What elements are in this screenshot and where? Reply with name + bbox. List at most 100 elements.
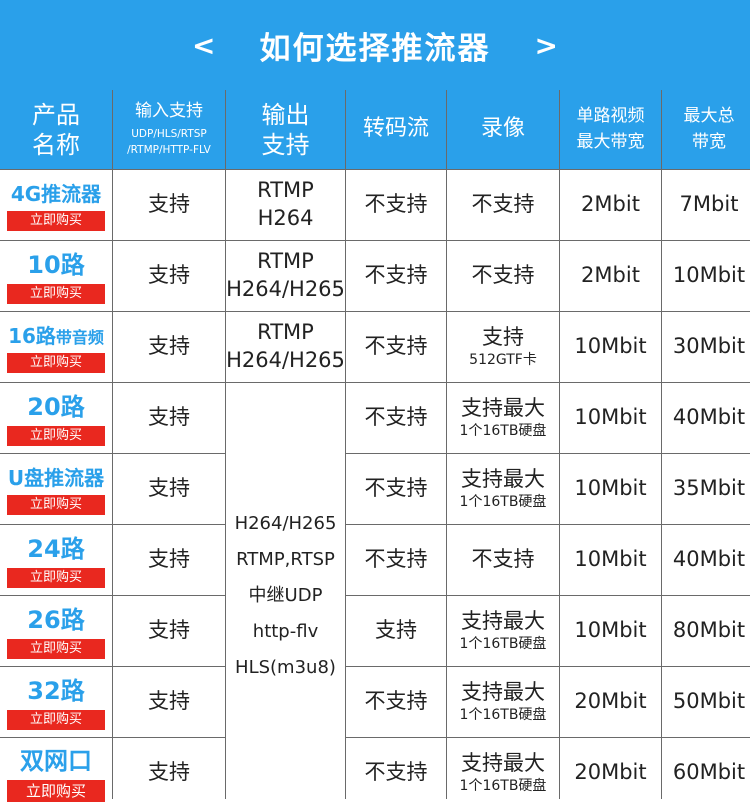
total-bandwidth-cell: 7Mbit xyxy=(662,170,750,240)
transcode-cell: 不支持 xyxy=(346,383,446,453)
header-single-bandwidth: 单路视频 最大带宽 xyxy=(560,90,661,169)
record-cell: 不支持 xyxy=(447,241,559,311)
header-text: 单路视频 xyxy=(576,106,645,126)
record-text: 支持最大 xyxy=(461,467,545,491)
total-bandwidth-cell: 50Mbit xyxy=(662,667,750,737)
buy-now-button[interactable]: 立即购买 xyxy=(6,210,106,232)
total-bandwidth-cell: 30Mbit xyxy=(662,312,750,382)
total-bandwidth-cell: 60Mbit xyxy=(662,738,750,808)
header-transcode: 转码流 xyxy=(346,90,446,169)
record-cell: 不支持 xyxy=(447,170,559,240)
total-bandwidth-cell: 40Mbit xyxy=(662,383,750,453)
input-support-cell: 支持 xyxy=(113,383,225,453)
product-name: 4G推流器 xyxy=(10,182,102,206)
record-cell: 支持最大 1个16TB硬盘 xyxy=(447,383,559,453)
record-detail: 512GTF卡 xyxy=(469,352,537,369)
product-cell: 10路 立即购买 xyxy=(0,241,112,311)
output-line: RTMP xyxy=(257,249,314,274)
product-name: 双网口 xyxy=(20,746,92,775)
total-bandwidth-cell: 40Mbit xyxy=(662,525,750,595)
header-input-support: 输入支持 UDP/HLS/RTSP /RTMP/HTTP-FLV xyxy=(113,90,225,169)
single-bandwidth-cell: 2Mbit xyxy=(560,170,661,240)
record-text: 不支持 xyxy=(471,263,535,288)
product-name: 10路 xyxy=(27,250,85,279)
transcode-cell: 不支持 xyxy=(346,667,446,737)
output-line: RTMP xyxy=(257,178,314,203)
buy-now-button[interactable]: 立即购买 xyxy=(6,425,106,448)
title-banner: < 如何选择推流器 > xyxy=(0,0,750,90)
single-bandwidth-cell: 20Mbit xyxy=(560,667,661,737)
transcode-cell: 不支持 xyxy=(346,241,446,311)
record-cell: 不支持 xyxy=(447,525,559,595)
header-output-support: 输出 支持 xyxy=(226,90,345,169)
buy-now-button[interactable]: 立即购买 xyxy=(6,283,106,306)
header-subtext: UDP/HLS/RTSP /RTMP/HTTP-FLV xyxy=(127,127,211,157)
product-name: U盘推流器 xyxy=(7,466,105,490)
single-bandwidth-cell: 10Mbit xyxy=(560,596,661,666)
next-arrow-button[interactable]: > xyxy=(534,28,558,62)
record-text: 支持最大 xyxy=(461,609,545,633)
transcode-cell: 不支持 xyxy=(346,170,446,240)
single-bandwidth-cell: 20Mbit xyxy=(560,738,661,808)
buy-now-button[interactable]: 立即购买 xyxy=(6,638,106,661)
header-text: 带宽 xyxy=(692,131,726,152)
page-title: 如何选择推流器 xyxy=(259,30,491,67)
single-bandwidth-cell: 10Mbit xyxy=(560,454,661,524)
transcode-cell: 不支持 xyxy=(346,525,446,595)
buy-now-button[interactable]: 立即购买 xyxy=(6,567,106,590)
product-cell: 26路 立即购买 xyxy=(0,596,112,666)
merged-output-support-cell: H264/H265 RTMP,RTSP 中继UDP http-flv HLS(m… xyxy=(226,383,345,808)
input-support-cell: 支持 xyxy=(113,170,225,240)
total-bandwidth-cell: 35Mbit xyxy=(662,454,750,524)
input-support-cell: 支持 xyxy=(113,525,225,595)
record-text: 支持最大 xyxy=(461,751,545,775)
record-detail: 1个16TB硬盘 xyxy=(459,778,547,795)
record-cell: 支持最大 1个16TB硬盘 xyxy=(447,596,559,666)
input-support-cell: 支持 xyxy=(113,241,225,311)
product-cell: 20路 立即购买 xyxy=(0,383,112,453)
buy-now-button[interactable]: 立即购买 xyxy=(6,779,106,804)
product-name-suffix: 带音频 xyxy=(55,328,104,347)
record-detail: 1个16TB硬盘 xyxy=(459,707,547,724)
input-support-cell: 支持 xyxy=(113,312,225,382)
output-support-cell: RTMP H264 xyxy=(226,170,345,240)
input-support-cell: 支持 xyxy=(113,738,225,808)
product-cell: 32路 立即购买 xyxy=(0,667,112,737)
transcode-cell: 支持 xyxy=(346,596,446,666)
record-detail: 1个16TB硬盘 xyxy=(459,636,547,653)
header-text: 输出 xyxy=(261,100,310,129)
header-total-bandwidth: 最大总 带宽 xyxy=(662,90,750,169)
product-cell: U盘推流器 立即购买 xyxy=(0,454,112,524)
input-support-cell: 支持 xyxy=(113,454,225,524)
product-name: 24路 xyxy=(27,534,85,563)
buy-now-button[interactable]: 立即购买 xyxy=(6,494,106,516)
product-cell: 24路 立即购买 xyxy=(0,525,112,595)
record-text: 支持 xyxy=(482,325,524,349)
output-line: 中继UDP xyxy=(248,584,323,606)
input-support-cell: 支持 xyxy=(113,596,225,666)
output-support-cell: RTMP H264/H265 xyxy=(226,241,345,311)
product-cell: 双网口 立即购买 xyxy=(0,738,112,808)
transcode-cell: 不支持 xyxy=(346,312,446,382)
product-name: 16路带音频 xyxy=(8,326,104,347)
total-bandwidth-cell: 80Mbit xyxy=(662,596,750,666)
product-name-main: 16路 xyxy=(8,324,56,348)
single-bandwidth-cell: 10Mbit xyxy=(560,525,661,595)
header-text: 产品 xyxy=(32,100,80,129)
output-line: RTMP,RTSP xyxy=(236,548,335,570)
buy-now-button[interactable]: 立即购买 xyxy=(6,709,106,732)
product-name: 20路 xyxy=(27,392,85,421)
product-cell: 16路带音频 立即购买 xyxy=(0,312,112,382)
header-text: 输入支持 xyxy=(135,101,203,122)
buy-now-button[interactable]: 立即购买 xyxy=(6,352,106,374)
header-text: 最大总 xyxy=(683,106,735,126)
total-bandwidth-cell: 10Mbit xyxy=(662,241,750,311)
record-text: 支持最大 xyxy=(461,680,545,704)
record-detail: 1个16TB硬盘 xyxy=(459,423,547,440)
record-cell: 支持最大 1个16TB硬盘 xyxy=(447,454,559,524)
prev-arrow-button[interactable]: < xyxy=(192,28,216,62)
output-line: H264/H265 xyxy=(234,512,337,534)
header-product-name: 产品 名称 xyxy=(0,90,112,169)
header-text: 名称 xyxy=(32,130,80,159)
header-subtext-line: /RTMP/HTTP-FLV xyxy=(127,143,211,156)
